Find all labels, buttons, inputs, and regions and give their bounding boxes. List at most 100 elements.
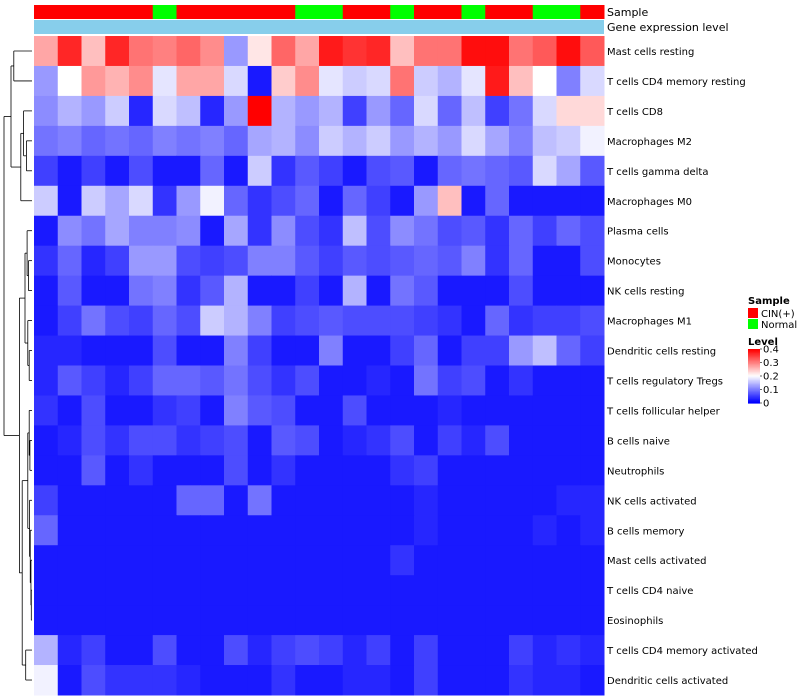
heatmap-cell	[105, 365, 130, 396]
heatmap-cell	[485, 605, 510, 636]
heatmap-cell	[342, 665, 367, 696]
heatmap-cell	[34, 485, 59, 516]
heatmap-cell	[580, 305, 605, 337]
heatmap-cell	[461, 515, 486, 546]
sample-anno-cell	[556, 5, 581, 19]
heatmap-cell	[81, 245, 106, 277]
heatmap-cell	[200, 605, 225, 636]
heatmap-cell	[176, 395, 201, 426]
heatmap-cell	[176, 515, 201, 546]
heatmap-cell	[176, 95, 201, 127]
heatmap-cell	[414, 515, 439, 546]
heatmap-cell	[247, 215, 272, 247]
heatmap-cell	[105, 425, 130, 456]
heatmap-cell	[271, 155, 296, 187]
heatmap-cell	[295, 245, 320, 277]
row-label: T cells gamma delta	[606, 167, 708, 178]
heatmap-cell	[532, 515, 557, 546]
heatmap-cell	[176, 545, 201, 576]
heatmap-cell	[247, 485, 272, 516]
heatmap-cell	[129, 125, 154, 157]
heatmap-cell	[200, 335, 225, 366]
heatmap-cell	[532, 605, 557, 636]
heatmap-cell	[390, 605, 415, 636]
heatmap-cell	[461, 395, 486, 426]
heatmap-cell	[509, 485, 534, 516]
heatmap-cell	[176, 125, 201, 157]
heatmap-cell	[247, 65, 272, 97]
heatmap-cell	[461, 125, 486, 157]
legend-gradient-step	[748, 350, 760, 353]
heatmap-cell	[366, 245, 391, 277]
heatmap-cell	[414, 215, 439, 247]
heatmap-cell	[105, 215, 130, 247]
heatmap-cell	[200, 455, 225, 486]
heatmap-cell	[34, 635, 59, 666]
heatmap-cell	[556, 665, 581, 696]
heatmap-cell	[437, 245, 462, 277]
heatmap-cell	[366, 485, 391, 516]
heatmap-cell	[200, 155, 225, 187]
heatmap-cell	[81, 485, 106, 516]
heatmap-cell	[57, 275, 82, 307]
heatmap-cell	[414, 305, 439, 337]
heatmap-cell	[366, 335, 391, 366]
heatmap-cell	[461, 65, 486, 97]
legend-tick-label: 0.3	[763, 358, 779, 369]
heatmap-cell	[485, 545, 510, 576]
heatmap-cell	[342, 425, 367, 456]
heatmap-cell	[319, 395, 344, 426]
legend-gradient-step	[748, 388, 760, 391]
heatmap-cell	[152, 275, 177, 307]
heatmap-cell	[224, 335, 249, 366]
heatmap-cell	[81, 65, 106, 97]
heatmap-cell	[461, 245, 486, 277]
heatmap-cell	[271, 455, 296, 486]
heatmap-cell	[57, 515, 82, 546]
heatmap-cell	[556, 155, 581, 187]
heatmap-cell	[390, 155, 415, 187]
heatmap-cell	[509, 575, 534, 606]
heatmap-cell	[485, 36, 510, 67]
heatmap-cell	[390, 305, 415, 337]
row-dendrogram	[3, 50, 32, 681]
heatmap-cell	[342, 335, 367, 366]
row-label: Mast cells resting	[607, 47, 694, 58]
heatmap-cell	[461, 185, 486, 217]
heatmap-cell	[152, 185, 177, 217]
heatmap-cell	[556, 125, 581, 157]
heatmap-cell	[34, 65, 59, 97]
heatmap-cell	[295, 365, 320, 396]
legend-gradient-step	[748, 380, 760, 382]
heatmap-cell	[129, 65, 154, 97]
heatmap-cell	[200, 245, 225, 277]
heatmap-cell	[200, 635, 225, 666]
heatmap-cell	[580, 215, 605, 247]
heatmap-cell	[414, 485, 439, 516]
heatmap-cell	[509, 185, 534, 217]
heatmap-cell	[437, 605, 462, 636]
heatmap-cell	[247, 365, 272, 396]
heatmap-cell	[129, 155, 154, 187]
sample-anno-cell	[580, 5, 605, 19]
heatmap-cell	[390, 215, 415, 247]
row-label: Monocytes	[607, 257, 661, 268]
heatmap-cell	[34, 515, 59, 546]
heatmap-cell	[176, 455, 201, 486]
sample-anno-cell	[34, 5, 59, 19]
sample-anno-cell	[152, 5, 177, 19]
heatmap-cell	[366, 605, 391, 636]
heatmap-cell	[105, 485, 130, 516]
heatmap-cell	[295, 275, 320, 307]
heatmap-cell	[152, 155, 177, 187]
heatmap-cell	[556, 185, 581, 217]
heatmap-cell	[247, 275, 272, 307]
heatmap-cell	[319, 185, 344, 217]
legend-tick-label: 0.2	[763, 372, 779, 383]
heatmap-cell	[414, 275, 439, 307]
row-label: T cells regulatory Tregs	[606, 376, 723, 387]
heatmap-cell	[390, 425, 415, 456]
heatmap-cell	[414, 365, 439, 396]
legend-gradient-step	[748, 394, 760, 397]
